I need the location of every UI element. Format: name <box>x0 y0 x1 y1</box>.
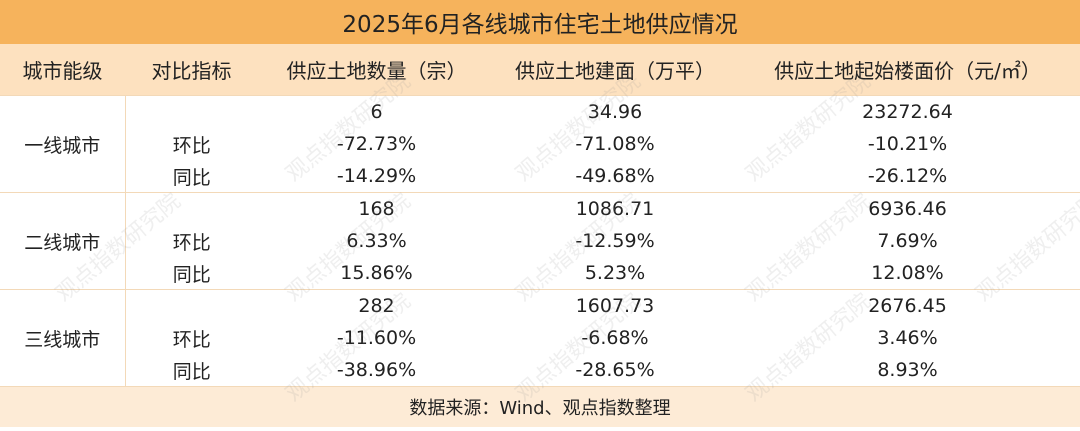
table-row: 同比 15.86% 5.23% 12.08% <box>0 257 1080 290</box>
indicator: 环比 <box>172 134 211 157</box>
value-cell: 6936.46 <box>868 198 947 220</box>
value-cell: -10.21% <box>867 133 948 155</box>
value-cell: 15.86% <box>258 257 495 290</box>
indicator <box>125 193 258 226</box>
table-row: 一线城市 6 34.96 23272.64 <box>0 95 1080 193</box>
value-cell: -38.96% <box>258 354 495 387</box>
indicator <box>125 96 258 129</box>
value-cell: -6.68% <box>581 327 649 349</box>
header-cell: 城市能级 <box>0 44 125 96</box>
value-cell: 5.23% <box>495 257 735 290</box>
table-row: 环比 -11.60% -6.68% 3.46% <box>0 322 1080 354</box>
table-row: 环比 -72.73% -71.08% -10.21% <box>0 128 1080 160</box>
value-cell: -72.73% <box>336 133 417 155</box>
indicator: 环比 <box>172 231 211 254</box>
source-row: 数据来源：Wind、观点指数整理 <box>0 386 1080 427</box>
indicator: 同比 <box>125 354 258 387</box>
value-cell: -26.12% <box>735 160 1080 193</box>
city-tier: 三线城市 <box>0 289 126 387</box>
value-cell: 1086.71 <box>575 198 655 220</box>
value-cell: 8.93% <box>735 354 1080 387</box>
header-cell: 对比指标 <box>125 44 258 96</box>
value-cell: 12.08% <box>735 257 1080 290</box>
indicator: 同比 <box>125 257 258 290</box>
value-cell: -14.29% <box>258 160 495 193</box>
indicator: 环比 <box>172 328 211 351</box>
value-cell: 2676.45 <box>868 295 947 317</box>
header-cell: 供应土地起始楼面价（元/㎡） <box>735 44 1080 96</box>
table-row: 环比 6.33% -12.59% 7.69% <box>0 225 1080 257</box>
value-cell: 6.33% <box>346 230 407 252</box>
city-tier: 二线城市 <box>0 192 126 290</box>
value-cell: 168 <box>358 198 395 220</box>
value-cell: -28.65% <box>495 354 735 387</box>
value-cell: 282 <box>358 295 395 317</box>
table-row: 二线城市 168 1086.71 6936.46 <box>0 192 1080 290</box>
indicator: 同比 <box>125 160 258 193</box>
value-cell: 34.96 <box>587 101 643 123</box>
value-cell: -11.60% <box>336 327 417 349</box>
value-cell: -49.68% <box>495 160 735 193</box>
city-tier: 一线城市 <box>0 95 126 193</box>
header-cell: 供应土地数量（宗） <box>258 44 495 96</box>
value-cell: 6 <box>370 101 383 123</box>
header-cell: 供应土地建面（万平） <box>495 44 735 96</box>
value-cell: -12.59% <box>575 230 655 252</box>
value-cell: -71.08% <box>575 133 655 155</box>
value-cell: 23272.64 <box>862 101 953 123</box>
value-cell: 7.69% <box>877 230 938 252</box>
table-row: 同比 -38.96% -28.65% 8.93% <box>0 354 1080 387</box>
value-cell: 1607.73 <box>575 295 655 317</box>
table-row: 三线城市 282 1607.73 2676.45 <box>0 289 1080 387</box>
table-row: 同比 -14.29% -49.68% -26.12% <box>0 160 1080 193</box>
table-title: 2025年6月各线城市住宅土地供应情况 <box>0 0 1080 44</box>
source-note: 数据来源：Wind、观点指数整理 <box>0 386 1080 427</box>
value-cell: 3.46% <box>877 327 938 349</box>
indicator <box>125 290 258 323</box>
